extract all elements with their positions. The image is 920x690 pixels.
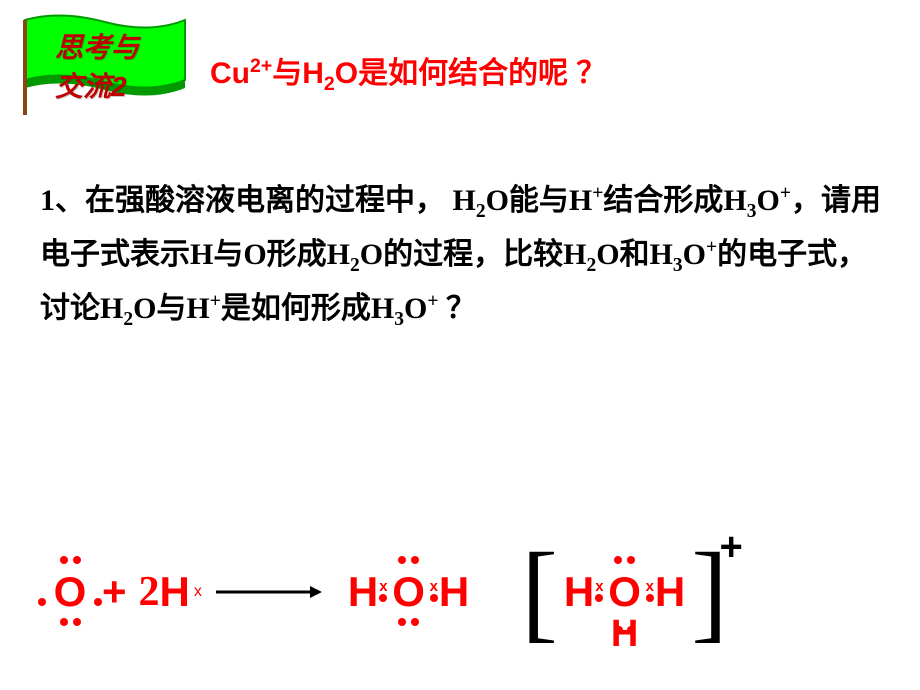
- t-s3: 2: [350, 255, 360, 276]
- title-tail: O是如何结合的呢 ？: [335, 57, 607, 90]
- t-f: O的过程，比较H: [360, 238, 587, 271]
- cross: x: [646, 582, 654, 592]
- dot: [411, 556, 419, 564]
- t-p1: +: [592, 183, 603, 204]
- h-letter: H: [655, 568, 685, 616]
- dot: [614, 556, 622, 564]
- t-p3: +: [706, 237, 717, 258]
- dot: [73, 556, 81, 564]
- dot: [73, 618, 81, 626]
- hydronium-ion: [ H x O H x H ] +: [521, 553, 728, 630]
- t-d: O: [756, 184, 779, 217]
- h-below: H: [611, 613, 638, 656]
- t-l: O: [404, 292, 427, 325]
- dot: [646, 594, 654, 602]
- t-s7: 3: [394, 309, 404, 330]
- t-a: 1、在强酸溶液电离的过程中， H: [40, 184, 476, 217]
- hydronium-inner: H x O H x H: [558, 568, 691, 616]
- title-sub1: 2: [324, 73, 335, 95]
- banner-line1: 思考与: [55, 28, 139, 67]
- left-bracket: [: [521, 553, 558, 630]
- dot: [398, 618, 406, 626]
- bond-pair: x: [430, 582, 438, 602]
- dot: [430, 594, 438, 602]
- coef-2: 2: [139, 568, 160, 616]
- dot: [38, 598, 46, 606]
- plus-sign: +: [102, 568, 127, 616]
- t-g: O和H: [596, 238, 673, 271]
- h-letter: H: [439, 568, 469, 616]
- title-mid: 与H: [272, 57, 324, 90]
- lewis-diagram: O + 2Hx H x O x H [ H x O: [50, 553, 728, 630]
- t-b: O能与H: [486, 184, 593, 217]
- bond-pair: x: [595, 582, 603, 602]
- t-j: O与H: [133, 292, 210, 325]
- dot: [60, 618, 68, 626]
- cross: x: [595, 582, 603, 592]
- t-s1: 2: [476, 201, 486, 222]
- cross: x: [430, 582, 438, 592]
- h-letter: H: [348, 568, 378, 616]
- water-product: H x O x H: [348, 568, 469, 616]
- t-s5: 3: [673, 255, 683, 276]
- dot: [595, 594, 603, 602]
- bond-pair: x: [646, 582, 654, 602]
- hydrogen-reactant: 2Hx: [139, 568, 202, 616]
- title-question: Cu2+与H2O是如何结合的呢 ？: [210, 48, 606, 96]
- h-letter: H: [564, 568, 594, 616]
- t-p4: +: [210, 291, 221, 312]
- o-letter: O: [54, 568, 87, 615]
- body-paragraph: 1、在强酸溶液电离的过程中， H2O能与H+结合形成H3O+，请用电子式表示H与…: [40, 175, 890, 337]
- t-p2: +: [780, 183, 791, 204]
- o-letter: O: [608, 568, 641, 615]
- t-s6: 2: [123, 309, 133, 330]
- banner-line2: 交流2: [55, 67, 139, 106]
- cross-mark: x: [194, 583, 202, 601]
- t-s4: 2: [586, 255, 596, 276]
- title-sup1: 2+: [250, 55, 272, 77]
- dot: [411, 618, 419, 626]
- t-p5: +: [427, 291, 438, 312]
- t-m: ？: [438, 292, 476, 325]
- t-c: 结合形成H: [603, 184, 746, 217]
- o-letter: O: [392, 568, 425, 615]
- dot: [398, 556, 406, 564]
- oxygen-atom-reactant: O: [50, 568, 90, 616]
- banner-flag: 思考与 交流2: [20, 10, 190, 120]
- dot: [627, 556, 635, 564]
- charge-plus: +: [720, 525, 743, 570]
- banner-text: 思考与 交流2: [55, 28, 139, 106]
- dot: [94, 598, 102, 606]
- h-letter: H: [160, 568, 190, 616]
- reaction-arrow-icon: [214, 582, 324, 602]
- t-h: O: [683, 238, 706, 271]
- dot: [60, 556, 68, 564]
- t-k: 是如何形成H: [221, 292, 394, 325]
- dot: [379, 594, 387, 602]
- title-cu: Cu: [210, 57, 250, 90]
- cross: x: [379, 582, 387, 592]
- bond-pair: x: [379, 582, 387, 602]
